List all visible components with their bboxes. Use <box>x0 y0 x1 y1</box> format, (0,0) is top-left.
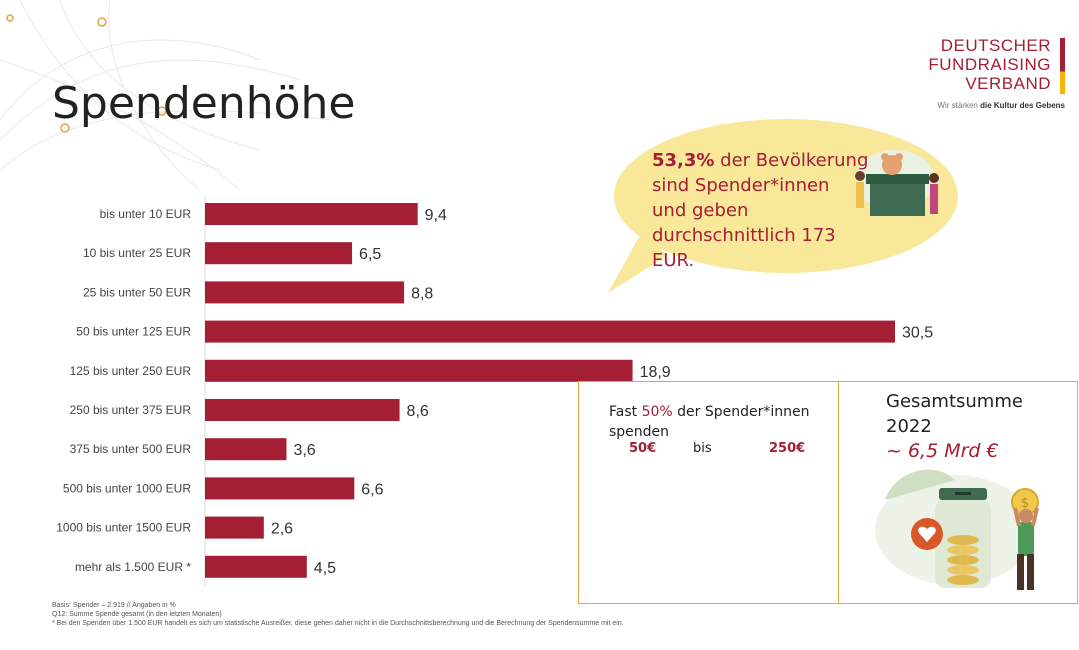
total-sum-value: ~ 6,5 Mrd € <box>886 440 999 462</box>
category-label: 500 bis unter 1000 EUR <box>63 481 191 495</box>
logo-line-2: FUNDRAISING <box>928 55 1051 74</box>
bar <box>205 438 287 461</box>
amount-bis: bis <box>693 441 712 456</box>
half-donors-text: Fast 50% der Spender*innen spenden <box>609 404 810 440</box>
bar <box>205 399 400 421</box>
value-label: 4,5 <box>314 560 336 577</box>
category-label: 1000 bis unter 1500 EUR <box>56 521 191 535</box>
footnotes: Basis: Spender – 2.919 // Angaben in % Q… <box>52 601 852 628</box>
amount-low: 50€ <box>629 441 657 456</box>
page-title: Spendenhöhe <box>52 78 356 129</box>
value-label: 6,6 <box>361 481 383 498</box>
footnote-2: Q12: Summe Spende gesamt (in den letzten… <box>52 611 222 618</box>
bar <box>205 516 264 539</box>
category-label: mehr als 1.500 EUR * <box>75 560 191 574</box>
value-label: 6,5 <box>359 246 381 263</box>
bar <box>205 555 307 578</box>
value-label: 18,9 <box>640 364 671 381</box>
category-label: 25 bis unter 50 EUR <box>83 285 191 299</box>
bar <box>205 281 405 304</box>
half-donors-box: Fast 50% der Spender*innen spenden 50€ b… <box>578 381 839 604</box>
money-jar-illustration: $ <box>875 469 1039 590</box>
category-label: 250 bis unter 375 EUR <box>70 403 192 417</box>
category-label: bis unter 10 EUR <box>100 207 192 221</box>
donation-box-illustration <box>855 150 939 216</box>
amount-high: 250€ <box>769 441 806 456</box>
bar <box>205 242 353 265</box>
value-label: 8,8 <box>411 285 433 302</box>
value-label: 8,6 <box>407 403 429 420</box>
value-label: 2,6 <box>271 521 293 538</box>
value-label: 9,4 <box>425 207 447 224</box>
total-sum-box: Gesamtsumme 2022 ~ 6,5 Mrd € <box>838 381 1078 604</box>
category-label: 10 bis unter 25 EUR <box>83 246 191 260</box>
bar <box>205 203 418 225</box>
logo-line-3: VERBAND <box>965 74 1051 93</box>
bubble-text: 53,3% der Bevölkerung sind Spender*innen… <box>652 148 882 273</box>
bubble-line-4: durchschnittlich 173 EUR. <box>652 225 836 271</box>
bubble-line-2: sind Spender*innen <box>652 175 830 196</box>
bubble-line-3: und geben <box>652 200 749 221</box>
decorative-swirl <box>0 0 330 190</box>
footnote-3: * Bei den Spenden über 1.500 EUR handelt… <box>52 620 624 627</box>
category-label: 125 bis unter 250 EUR <box>70 364 192 378</box>
category-label: 375 bis unter 500 EUR <box>70 442 192 456</box>
svg-text:$: $ <box>1021 496 1029 511</box>
bar <box>205 320 895 343</box>
bar <box>205 359 633 382</box>
bar <box>205 477 355 500</box>
logo-tagline: Wir stärken die Kultur des Gebens <box>937 101 1065 110</box>
bubble-pct: 53,3% <box>652 150 715 171</box>
logo-bar <box>1060 38 1065 94</box>
logo-line-1: DEUTSCHER <box>940 36 1051 55</box>
total-sum-text: Gesamtsumme 2022 ~ 6,5 Mrd € <box>886 391 1023 462</box>
category-label: 50 bis unter 125 EUR <box>76 325 191 339</box>
bubble-line-1: der Bevölkerung <box>714 150 869 171</box>
footnote-1: Basis: Spender – 2.919 // Angaben in % <box>52 602 176 609</box>
brand-logo: DEUTSCHER FUNDRAISING VERBAND Wir stärke… <box>905 36 1065 110</box>
value-label: 3,6 <box>293 442 315 459</box>
value-label: 30,5 <box>902 325 933 342</box>
